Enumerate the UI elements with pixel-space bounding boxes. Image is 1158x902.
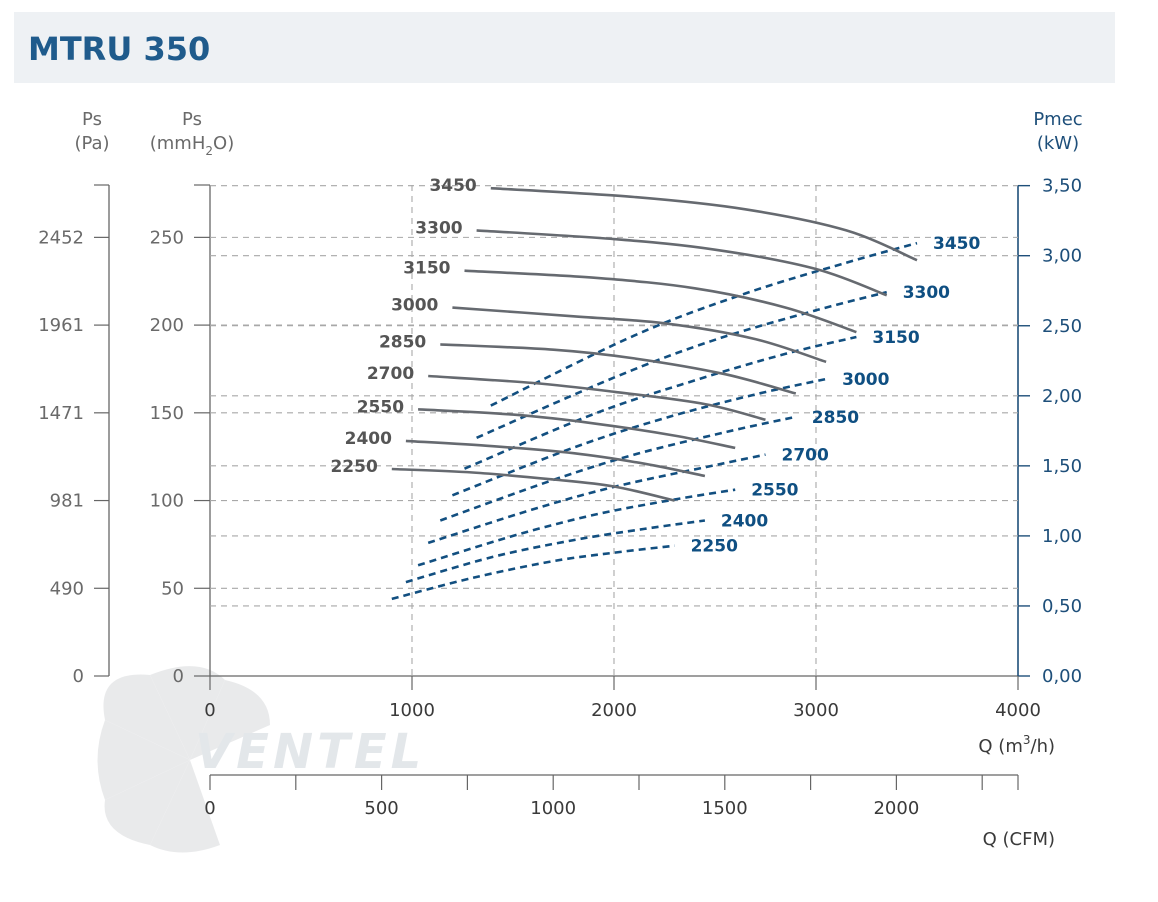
power-curve-3300: [476, 290, 888, 439]
cfm-tick-label: 500: [364, 798, 398, 819]
power-curve-label: 2400: [721, 511, 768, 531]
cfm-axis-label: Q (CFM): [983, 829, 1055, 850]
pa-axis-unit: (Pa): [74, 133, 109, 154]
pressure-curve-2550: [418, 408, 736, 450]
kw-tick-label: 3,50: [1042, 176, 1082, 197]
pressure-curve-label: 2700: [367, 364, 414, 384]
mmh2o-axis-label: Ps: [182, 109, 202, 130]
grid: [210, 185, 1018, 676]
power-curve-label: 3150: [872, 328, 919, 348]
pa-tick-label: 1961: [38, 315, 84, 336]
kw-tick-label: 1,50: [1042, 456, 1082, 477]
mmh2o-tick-label: 0: [173, 666, 184, 687]
power-curve-2700: [427, 453, 766, 545]
cfm-tick-label: 1000: [530, 798, 576, 819]
watermark: VENTEL: [97, 666, 425, 853]
pressure-curve-2250: [391, 467, 675, 502]
pressure-curves: 2250 2400 2550 2700 2850 3000 3150 3300 3450: [330, 176, 918, 502]
pa-tick-label: 490: [50, 578, 84, 599]
power-curve-2400: [405, 519, 706, 584]
watermark-logo: VENTEL: [195, 724, 425, 780]
m3h-tick-label: 0: [204, 700, 215, 721]
mmh2o-tick-label: 50: [161, 578, 184, 599]
kw-tick-label: 1,00: [1042, 526, 1082, 547]
pressure-curve-label: 2550: [357, 397, 404, 417]
pressure-curve-label: 2250: [330, 457, 377, 477]
pressure-curve-3300: [476, 229, 888, 297]
pressure-curve-label: 2400: [345, 429, 392, 449]
power-curves: 2250 2400 2550 2700 2850 3000 3150 3300 3450: [391, 234, 980, 601]
kw-tick-label: 3,00: [1042, 246, 1082, 267]
power-curve-label: 2850: [812, 408, 859, 428]
mmh2o-tick-label: 150: [150, 403, 184, 424]
kw-axis-label: Pmec: [1033, 109, 1082, 130]
pa-tick-label: 0: [73, 666, 84, 687]
m3h-axis-label: Q (m3/h): [978, 733, 1055, 757]
pressure-curve-2700: [428, 374, 766, 422]
kw-tick-label: 0,00: [1042, 666, 1082, 687]
power-curve-label: 3000: [842, 370, 889, 390]
power-curve-2250: [391, 544, 675, 601]
m3h-tick-label: 1000: [389, 700, 435, 721]
power-curve-3000: [451, 377, 827, 497]
pressure-curve-3000: [452, 306, 827, 364]
power-curve-label: 3300: [903, 283, 950, 303]
mmh2o-tick-label: 100: [150, 491, 184, 512]
power-curve-label: 3450: [933, 234, 980, 254]
pa-tick-label: 2452: [38, 227, 84, 248]
m3h-tick-label: 3000: [793, 700, 839, 721]
pressure-curve-2850: [440, 343, 797, 395]
mmh2o-axis-unit: (mmH2O): [150, 133, 234, 158]
pressure-curve-3450: [490, 186, 918, 262]
pressure-curve-label: 3300: [415, 218, 462, 238]
kw-tick-label: 2,00: [1042, 386, 1082, 407]
power-curve-label: 2700: [782, 446, 829, 466]
power-curve-2850: [439, 415, 797, 522]
m3h-tick-label: 2000: [591, 700, 637, 721]
ticks: 0 490 981 1471 1961 2452 0 50 100 150 200 250 0,00 0,…: [38, 176, 1082, 819]
pa-axis-label: Ps: [82, 109, 102, 130]
pa-tick-label: 1471: [38, 403, 84, 424]
pressure-curve-label: 3150: [403, 259, 450, 279]
fan-watermark-icon: [97, 666, 270, 853]
power-curve-2550: [417, 488, 736, 567]
mmh2o-tick-label: 200: [150, 315, 184, 336]
pressure-curve-2400: [405, 439, 706, 478]
m3h-tick-label: 4000: [995, 700, 1041, 721]
pressure-curve-label: 2850: [379, 332, 426, 352]
mmh2o-tick-label: 250: [150, 227, 184, 248]
pa-tick-label: 981: [50, 491, 84, 512]
power-curve-label: 2250: [691, 537, 738, 557]
pressure-curve-label: 3000: [391, 296, 438, 316]
kw-tick-label: 2,50: [1042, 316, 1082, 337]
page-title: MTRU 350: [28, 30, 211, 68]
cfm-tick-label: 1500: [702, 798, 748, 819]
pressure-curve-3150: [464, 269, 857, 334]
kw-axis-unit: (kW): [1037, 133, 1079, 154]
cfm-tick-label: 0: [204, 798, 215, 819]
kw-tick-label: 0,50: [1042, 596, 1082, 617]
power-curve-label: 2550: [751, 481, 798, 501]
pressure-curve-label: 3450: [429, 176, 476, 196]
cfm-tick-label: 2000: [873, 798, 919, 819]
title-band: [14, 12, 1115, 83]
